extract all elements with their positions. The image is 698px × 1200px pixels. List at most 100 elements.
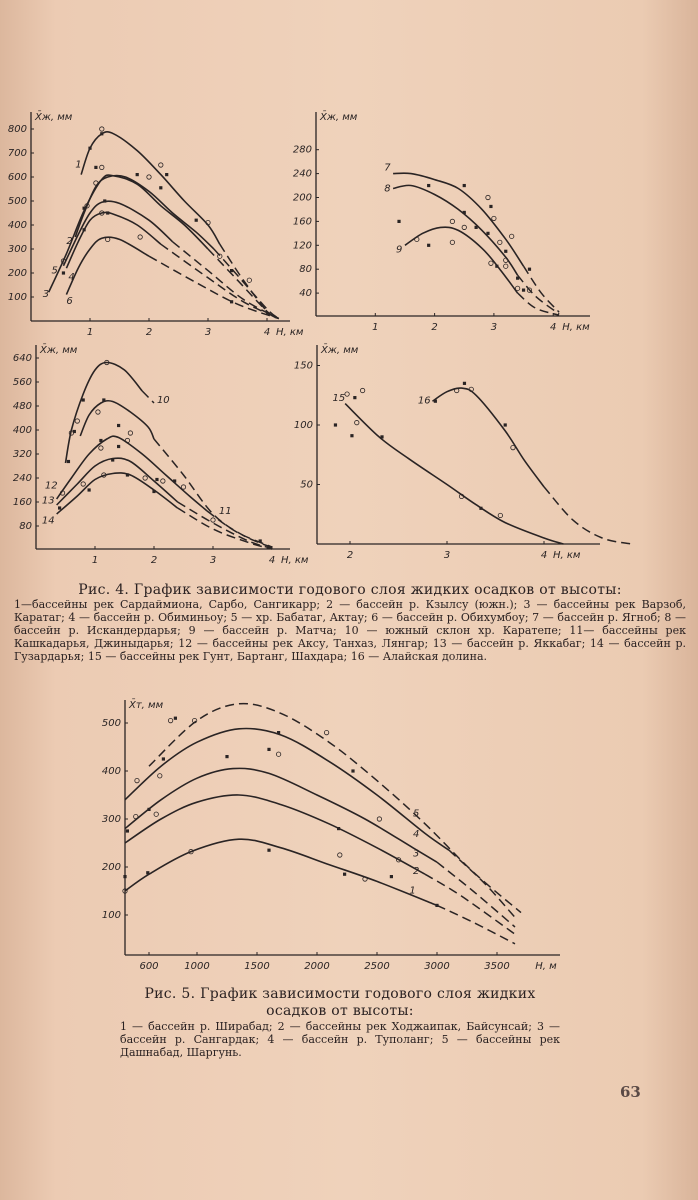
data-point bbox=[146, 871, 150, 875]
curve-11-solid bbox=[79, 399, 155, 440]
data-point bbox=[503, 423, 507, 427]
y-axis-label: X̄ж, мм bbox=[34, 110, 73, 123]
y-tick-label: 200 bbox=[293, 193, 312, 204]
figure-4-caption: Рис. 4. График зависимости годового слоя… bbox=[14, 582, 686, 663]
y-tick-label: 240 bbox=[13, 473, 32, 484]
data-point bbox=[157, 773, 163, 779]
curve-1-dashed bbox=[219, 243, 280, 320]
curve-label-6: 6 bbox=[66, 296, 72, 307]
data-point bbox=[353, 396, 357, 400]
chart-panel-A: 1 2 3 4 100 200 300 400 500 600 700 800 X̄ж, мм H, км… bbox=[8, 110, 304, 338]
curve-label-4: 4 bbox=[413, 829, 419, 840]
data-point bbox=[111, 458, 115, 462]
data-point bbox=[165, 173, 169, 177]
curve-3-dashed bbox=[207, 248, 280, 320]
y-tick-label: 200 bbox=[8, 268, 27, 279]
y-tick-label: 800 bbox=[8, 124, 27, 135]
data-point bbox=[479, 506, 483, 510]
y-tick-label: 320 bbox=[13, 449, 32, 460]
data-point bbox=[462, 183, 466, 188]
curve-label-12: 12 bbox=[45, 481, 58, 492]
curve-label-15: 15 bbox=[333, 393, 346, 404]
data-point bbox=[488, 260, 494, 266]
data-point bbox=[61, 271, 66, 275]
x-tick-label: 4 bbox=[541, 550, 547, 561]
curve-label-1: 1 bbox=[409, 885, 415, 896]
figure-4-legend: 1—бассейны рек Сардаймиона, Сарбо, Санги… bbox=[14, 598, 686, 663]
y-tick-label: 100 bbox=[102, 910, 121, 921]
data-point bbox=[122, 888, 128, 894]
x-tick-label: 2 bbox=[146, 327, 152, 338]
y-tick-label: 280 bbox=[293, 145, 312, 156]
x-tick-label: 3 bbox=[444, 550, 450, 561]
y-tick-label: 400 bbox=[8, 220, 27, 231]
data-point bbox=[503, 263, 509, 269]
curve-label-9: 9 bbox=[396, 244, 402, 255]
curve-label-4: 4 bbox=[68, 272, 74, 283]
curve-4-dashed bbox=[448, 849, 516, 918]
curve-label-13: 13 bbox=[42, 496, 55, 507]
curve-label-8: 8 bbox=[384, 184, 390, 195]
data-point bbox=[99, 438, 103, 443]
x-tick-label: 4 bbox=[269, 555, 275, 566]
chart-panel-F5: 600 1000 1500 2000 2500 3000 35001002003004005… bbox=[102, 698, 560, 972]
data-point bbox=[526, 287, 533, 293]
data-point bbox=[146, 174, 152, 180]
y-tick-label: 80 bbox=[299, 264, 312, 275]
x-tick-label: 2500 bbox=[364, 961, 389, 972]
data-point bbox=[103, 199, 107, 203]
data-point bbox=[485, 194, 491, 201]
data-point bbox=[337, 852, 343, 858]
curve-label-3: 3 bbox=[413, 848, 419, 859]
curve-label-2: 2 bbox=[66, 236, 72, 247]
curve-label-14: 14 bbox=[42, 516, 55, 527]
figure-4-title: Рис. 4. График зависимости годового слоя… bbox=[78, 582, 622, 598]
data-point bbox=[454, 387, 460, 394]
curve-2-dashed bbox=[424, 873, 516, 935]
x-tick-label: 3 bbox=[205, 327, 211, 338]
y-axis-label: X̄ж, мм bbox=[320, 343, 359, 356]
data-point bbox=[275, 751, 282, 757]
data-point bbox=[395, 857, 402, 863]
y-tick-label: 500 bbox=[8, 196, 27, 207]
data-point bbox=[66, 459, 71, 464]
x-tick-label: 2 bbox=[347, 550, 353, 561]
y-tick-label: 600 bbox=[8, 172, 27, 183]
x-axis-label: H, м bbox=[535, 961, 557, 972]
y-tick-label: 120 bbox=[293, 240, 312, 251]
x-tick-label: 1500 bbox=[244, 961, 269, 972]
data-point bbox=[515, 285, 521, 291]
data-point bbox=[246, 277, 252, 283]
data-point bbox=[135, 173, 139, 177]
curve-label-10: 10 bbox=[157, 395, 170, 406]
data-point bbox=[82, 206, 86, 210]
figure-5-legend: 1 — бассейн р. Ширабад; 2 — бассейны рек… bbox=[120, 1020, 560, 1059]
data-point bbox=[188, 849, 194, 855]
data-point bbox=[159, 186, 163, 190]
data-point bbox=[192, 717, 198, 724]
data-point bbox=[230, 269, 234, 273]
y-tick-label: 480 bbox=[13, 401, 32, 412]
y-axis-label: X̄ж, мм bbox=[39, 343, 78, 356]
y-tick-label: 700 bbox=[8, 148, 27, 159]
data-point bbox=[277, 731, 281, 735]
x-tick-label: 3500 bbox=[484, 961, 509, 972]
data-point bbox=[495, 264, 499, 268]
data-point bbox=[504, 249, 508, 253]
x-tick-label: 4 bbox=[264, 327, 270, 338]
curve-9-solid bbox=[404, 226, 519, 294]
curve-4-solid bbox=[124, 727, 450, 851]
y-tick-label: 80 bbox=[19, 521, 32, 532]
data-point bbox=[350, 434, 354, 438]
data-point bbox=[80, 481, 86, 487]
curve-10-solid bbox=[64, 361, 143, 464]
curve-16-solid bbox=[432, 387, 545, 488]
data-point bbox=[510, 445, 516, 451]
data-point bbox=[101, 472, 107, 478]
curve-12-dashed bbox=[206, 510, 273, 548]
curve-1-dashed bbox=[436, 904, 516, 945]
x-tick-label: 1000 bbox=[184, 961, 209, 972]
data-point bbox=[102, 398, 106, 402]
data-point bbox=[217, 253, 223, 259]
